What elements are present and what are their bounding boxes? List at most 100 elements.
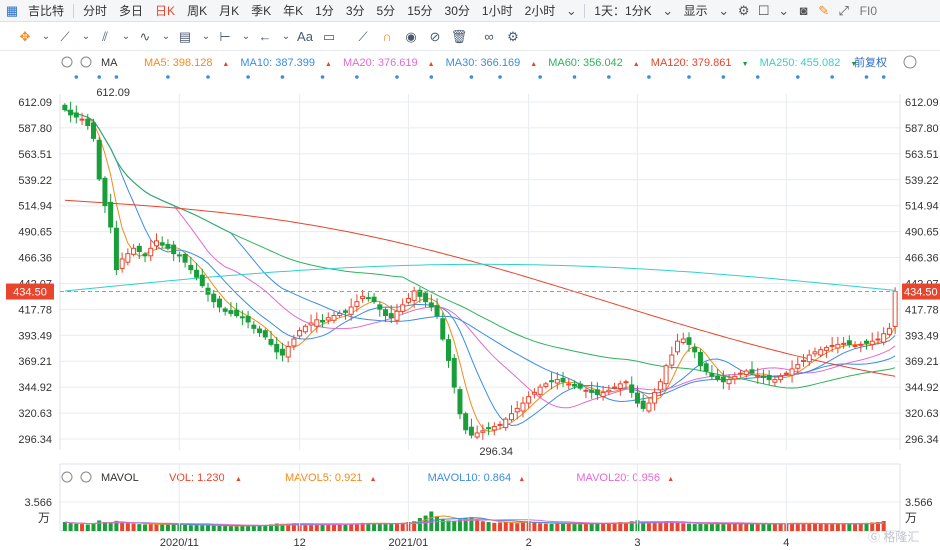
stock-name[interactable]: 吉比特 [28,3,65,18]
fibonacci-icon[interactable]: ▤ [178,28,192,44]
candle-body [589,389,595,393]
candle-body [617,383,623,389]
timeframe-select[interactable]: 1天：1分K [594,3,652,18]
period-daily-k[interactable]: 日K [155,3,176,18]
adjust-mode-label[interactable]: 前复权 [854,55,887,69]
volume-bar [841,523,846,531]
trash-icon[interactable]: 🗑 [450,28,468,44]
indicator-button[interactable]: FI0 [859,3,877,18]
event-marker [647,75,651,79]
arrow-left-icon[interactable]: ← [258,29,272,44]
settings-icon[interactable] [61,56,73,68]
toolbar-divider [73,3,75,18]
volume-bar [801,523,806,531]
magnet-icon[interactable]: ∩ [382,29,392,44]
wave-icon[interactable]: ∿ [139,28,151,44]
volume-bar [515,523,520,531]
right-axis-tick-9: 393.49 [905,330,939,342]
chevron-down-icon[interactable]: ⌄ [778,2,790,18]
fullscreen-icon[interactable]: ⤢ [838,2,849,18]
candle-body [360,295,366,299]
right-axis-tick-3: 539.22 [905,175,939,187]
candle-body [320,319,326,323]
chevron-down-icon[interactable]: ⌄ [41,31,51,42]
candle-body [434,305,440,317]
period-30min[interactable]: 30分 [444,3,470,18]
right-price-axis: 612.09 587.80 563.51 539.22 514.94 490.65 466.… [905,97,939,446]
chevron-down-icon[interactable]: ⌄ [662,2,674,18]
camera-icon[interactable]: ◙ [799,3,808,18]
period-1hour[interactable]: 1小时 [481,3,513,18]
chevron-down-icon[interactable]: ⌄ [161,31,171,42]
period-intraday[interactable]: 分时 [83,3,108,18]
volume-bar [492,522,497,531]
period-weekly-k[interactable]: 周K [187,3,208,18]
svg-text:Ⓖ 格隆汇: Ⓖ 格隆汇 [868,529,919,544]
lock-icon[interactable]: ◉ [405,28,417,44]
period-multiday[interactable]: 多日 [119,3,144,18]
volume-bar [223,525,228,531]
measure-icon[interactable]: ⊢ [219,28,231,44]
collapse-icon[interactable] [903,55,917,69]
volume-bar [692,524,697,531]
crosshair-icon[interactable]: ✥ [19,28,31,44]
candle-body [446,339,452,361]
candle-body [738,372,744,375]
period-5min[interactable]: 5分 [376,3,396,18]
chevron-down-icon[interactable]: ⌄ [718,2,730,18]
display-menu[interactable]: 显示 [683,3,708,18]
checkbox-icon[interactable]: ☐ [757,2,770,18]
channel-icon[interactable]: ⫽ [102,28,108,44]
candle-body [423,292,429,303]
candle-body [560,377,566,383]
chevron-down-icon[interactable]: ⌄ [241,31,251,42]
volume-bar [732,523,737,531]
settings-icon[interactable]: ⚙ [507,28,519,44]
ruler-icon[interactable]: ⟋ [358,28,368,44]
settings-icon[interactable] [61,471,73,483]
close-icon[interactable] [80,471,92,483]
volume-bar [206,525,211,531]
volume-bar [686,523,692,531]
volume-bar [80,524,85,531]
volume-bar [423,515,428,531]
stock-list-icon[interactable]: ▦ [5,2,19,18]
candlesticks [62,101,898,440]
text-icon[interactable]: Aa [297,29,313,44]
chevron-down-icon[interactable]: ⌄ [121,31,131,42]
period-monthly-k[interactable]: 月K [219,3,240,18]
event-marker [429,75,434,79]
right-axis-tick-6: 466.36 [905,253,939,265]
gear-icon[interactable]: ⚙ [737,2,750,18]
hide-icon[interactable]: ⊘ [429,28,441,44]
volume-bar [749,524,754,531]
volume-bar [652,522,657,531]
link-icon[interactable]: ∞ [484,29,494,44]
pencil-icon[interactable]: ✎ [818,2,830,18]
high-price-label: 612.09 [96,87,130,99]
period-3min[interactable]: 3分 [345,3,365,18]
trendline-icon[interactable]: ⟋ [60,28,70,44]
price-grid [59,94,901,450]
left-axis-tick-1: 587.80 [18,123,52,135]
chevron-down-icon[interactable]: ⌄ [281,31,291,42]
volume-bar [629,521,634,531]
volume-bar [681,523,686,531]
volume-bar [795,523,800,531]
chart-area[interactable]: MA MA5: 398.128 ▲ MA10: 387.399 ▲ MA20: 376.… [0,52,940,550]
period-1min[interactable]: 1分 [315,3,334,18]
event-marker [881,75,886,79]
event-markers [74,75,886,79]
period-15min[interactable]: 15分 [407,3,433,18]
close-icon[interactable] [80,56,92,68]
event-marker [607,75,611,79]
comment-icon[interactable]: ▭ [322,28,336,44]
chevron-down-icon[interactable]: ⌄ [565,2,577,18]
chevron-down-icon[interactable]: ⌄ [81,31,91,42]
chevron-down-icon[interactable]: ⌄ [201,31,211,42]
candle-body [715,375,721,381]
period-2hour[interactable]: 2小时 [524,3,556,18]
period-yearly-k[interactable]: 年K [283,3,304,18]
period-quarterly-k[interactable]: 季K [251,3,272,18]
candle-body [875,338,881,341]
